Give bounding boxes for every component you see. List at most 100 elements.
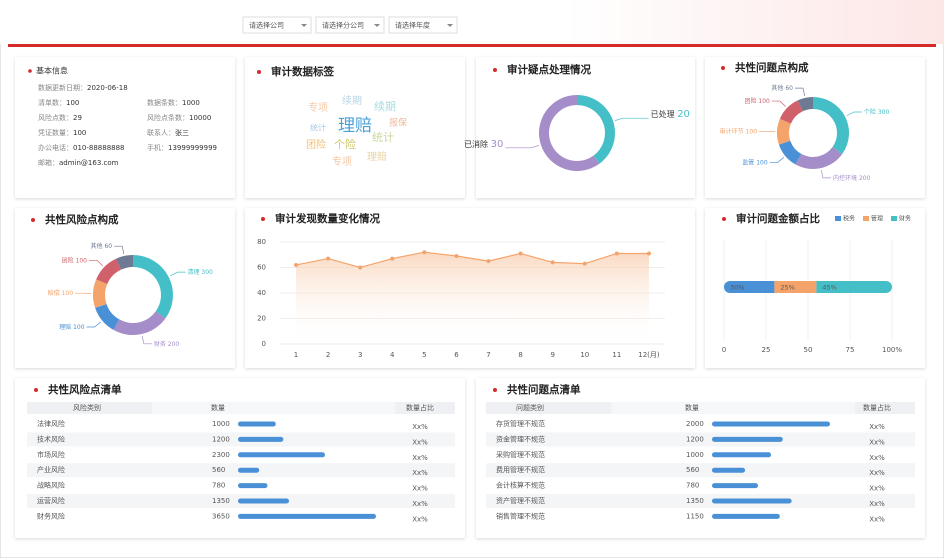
cell-name: 市场风险 [37,450,65,459]
count-bar [712,483,759,489]
trend-point [614,251,619,256]
donut-segment [96,258,122,285]
info-field: 办公电话：010-88888888 [38,143,125,152]
title-dot [722,217,726,221]
count-bar [712,452,771,458]
field-label: 办公电话： [38,143,73,152]
title-dot [257,70,261,74]
filter-arrow [447,24,453,27]
tag-word: 理赔 [338,116,372,136]
legend-label: 税务 [843,215,855,223]
trend-point [582,261,587,266]
tag-word: 续期 [342,94,362,107]
segment-label: 团险 100 [62,256,88,264]
trend-point [646,251,651,256]
x-tick-label: 75 [846,346,855,354]
field-value: 1000 [182,99,200,107]
cell-name: 产业风险 [37,465,65,474]
segment-label: 清理 300 [187,268,213,276]
panel [705,57,925,198]
segment-label: 内控环境 200 [833,173,871,181]
info-title: 基本信息 [36,66,68,76]
count-bar [238,513,376,519]
leader-line [141,335,152,345]
column-header: 数量 [685,403,699,412]
tag-word: 专项 [308,101,328,114]
tag-word: 团险 [306,138,326,151]
cell-name: 会计核算不规范 [496,481,545,490]
tag-word: 报保 [389,117,407,129]
panel-title: 审计数据标签 [271,65,334,78]
filter-select[interactable] [315,16,385,34]
cell-count: 1350 [212,497,230,505]
segment-value: 60 [785,85,793,92]
x-tick-label: 4 [390,351,395,359]
filter-label: 请选择公司 [249,21,284,30]
trend-point [518,251,523,256]
segment-name: 其他 [91,242,103,250]
field-value: 100 [73,129,86,137]
field-label: 数据条数： [147,98,182,107]
donut-segment [113,311,166,336]
leader-line [505,145,540,149]
donut-segment [779,100,803,124]
cell-share: Xx% [412,438,428,446]
cell-name: 运营风险 [37,496,65,505]
x-tick-label: 50 [804,346,813,354]
segment-value: 100 [758,98,770,105]
segment-value: 300 [201,269,213,276]
info-field: 清单数：100 [38,98,79,107]
field-value: admin@163.com [59,159,119,167]
count-bar [712,436,783,442]
panel [15,208,235,368]
y-tick-label: 80 [257,238,266,246]
x-tick-label: 6 [454,351,459,359]
x-tick-label: 11 [612,351,621,359]
segment-label: 赔偿 100 [48,289,74,297]
legend-swatch [835,216,841,221]
column-header: 数量 [211,403,225,412]
cell-share: Xx% [869,515,885,523]
field-value: 13999999999 [168,144,217,152]
leader-line [114,245,125,255]
panel [15,57,235,198]
column-header: 问题类别 [516,403,544,412]
x-tick-label: 8 [518,351,522,359]
segment-value: 100 [62,290,74,297]
donut-segment [778,140,802,165]
cell-count: 560 [212,466,225,474]
segment-label: 个险 300 [864,107,890,115]
segment-label: 审计环节 100 [720,127,758,135]
trend-point [358,265,363,270]
filter-select[interactable] [388,16,458,34]
cell-share: Xx% [869,454,885,462]
cell-count: 2300 [212,451,230,459]
filter-select[interactable] [242,16,312,34]
field-value: 10000 [189,114,211,122]
tag-word: 理赔 [367,150,387,163]
x-tick-label: 1 [294,351,298,359]
field-value: 29 [73,114,82,122]
y-tick-label: 20 [257,315,266,323]
row-shade [486,432,915,447]
title-dot [28,69,32,73]
info-field: 风险点数：29 [38,113,82,122]
cell-count: 560 [686,466,699,474]
cell-count: 2000 [686,420,704,428]
field-value: 100 [66,99,79,107]
x-tick-label: 25 [762,346,771,354]
leader-line [794,87,806,96]
x-tick-label: 2 [326,351,330,359]
cell-count: 1150 [686,512,704,520]
cell-name: 资金管理不规范 [496,434,545,443]
trend-line [295,251,649,269]
cell-count: 780 [686,482,699,490]
segment-name: 个险 [864,107,876,115]
leader-line [614,117,649,121]
cell-name: 存货管理不规范 [496,419,545,428]
y-tick-label: 60 [257,264,266,272]
filter-arrow [374,24,380,27]
share-label: 30% [730,284,744,292]
segment-value: 20 [677,109,690,120]
donut-segment [777,118,791,145]
